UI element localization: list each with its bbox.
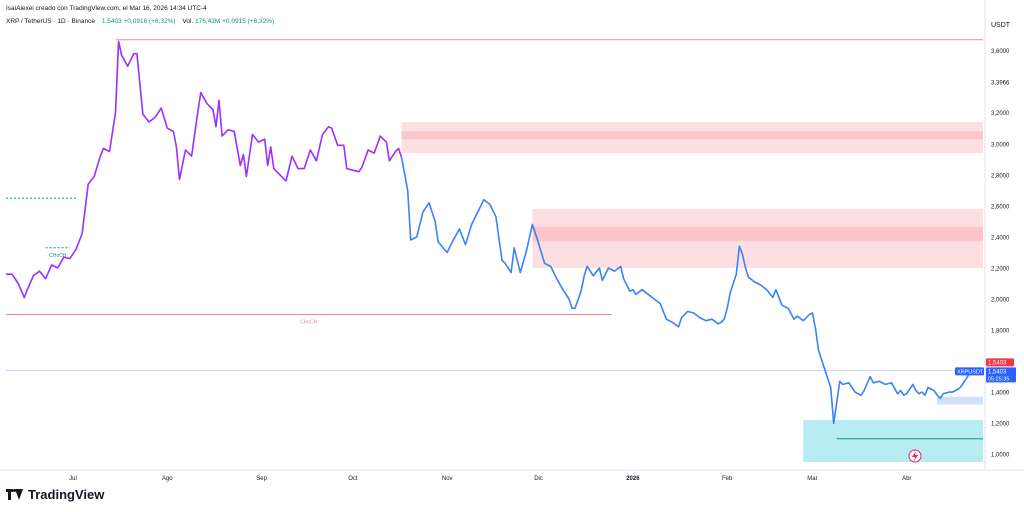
y-tick-label: 3,2000 [991, 111, 1010, 117]
last-price-badge [986, 358, 1014, 367]
y-tick-label: 1,0000 [991, 453, 1010, 459]
x-tick-label: Feb [722, 476, 733, 482]
x-tick-label: Mar [807, 476, 817, 482]
zones-layer [401, 122, 983, 462]
x-tick-label: Abr [902, 476, 911, 482]
y-tick-label: 2,6000 [991, 204, 1010, 210]
flash-icon[interactable] [908, 449, 922, 463]
demand-zone [803, 420, 983, 462]
tradingview-logo-icon [6, 489, 24, 500]
x-tick-label: Jul [69, 476, 77, 482]
x-tick-label: Sep [256, 476, 267, 482]
price-countdown-badge [986, 367, 1016, 383]
x-tick-label: Oct [348, 476, 358, 482]
tradingview-logo[interactable]: TradingView [6, 487, 104, 502]
symbol-badge-text: XRPUSDT [957, 369, 984, 375]
y-tick-label: 3,0000 [991, 142, 1010, 148]
level-label: CHoCH [49, 253, 67, 259]
y-tick-label: 3,6000 [991, 49, 1010, 55]
y-tick-label: 3,3966 [991, 81, 1010, 87]
y-tick-label: 1,4000 [991, 391, 1010, 397]
price-series-2[interactable] [400, 157, 972, 424]
y-tick-label: 2,2000 [991, 266, 1010, 272]
y-tick-label: 1,2000 [991, 422, 1010, 428]
x-tick-label: Nov [442, 476, 453, 482]
supply-zone-core [532, 226, 983, 242]
x-tick-label: Ago [162, 476, 173, 482]
symbol-legend: XRP / TetherUS · 1D · Binance 1,5403 +0,… [6, 18, 274, 25]
y-tick-label: 2,4000 [991, 235, 1010, 241]
annotations-layer [908, 449, 922, 463]
badge-price-text: 1,5403 [988, 369, 1007, 375]
level-label: CHoCH [300, 320, 318, 326]
volume-value: 176,42M [195, 18, 221, 25]
symbol-name[interactable]: XRP / TetherUS · 1D · Binance [6, 18, 95, 25]
axes-layer: USDT 3,6000 3,3966 3,2000 3,0000 2,8000 2,6000… [0, 0, 1024, 482]
supply-zone-core [401, 131, 983, 140]
demand-small-zone [937, 396, 983, 405]
currency-label: USDT [991, 22, 1011, 29]
supply-zone [401, 122, 983, 154]
volume-label: Vol. [182, 18, 194, 25]
y-tick-label: 2,8000 [991, 173, 1010, 179]
last-price-badge-text: 1,5403 [988, 360, 1007, 366]
logo-text: TradingView [28, 487, 105, 502]
price-change: +0,0916 (+6,32%) [123, 18, 176, 25]
countdown-text: 05:25:35 [988, 376, 1009, 382]
author-line: IsaiAlexei creado con TradingView.com, e… [6, 5, 207, 12]
y-tick-label: 2,0000 [991, 298, 1010, 304]
x-tick-label: 2026 [626, 476, 640, 482]
volume-change: +0,0915 (+6,32%) [222, 18, 275, 25]
last-price: 1,5403 [101, 18, 122, 25]
price-series-1[interactable] [6, 40, 403, 299]
symbol-badge[interactable] [955, 367, 984, 376]
supply-zone [532, 208, 983, 268]
levels-layer: CHoCH CHoCH [6, 39, 985, 440]
x-tick-label: Dic [534, 476, 543, 482]
y-tick-label: 1,8000 [991, 329, 1010, 335]
